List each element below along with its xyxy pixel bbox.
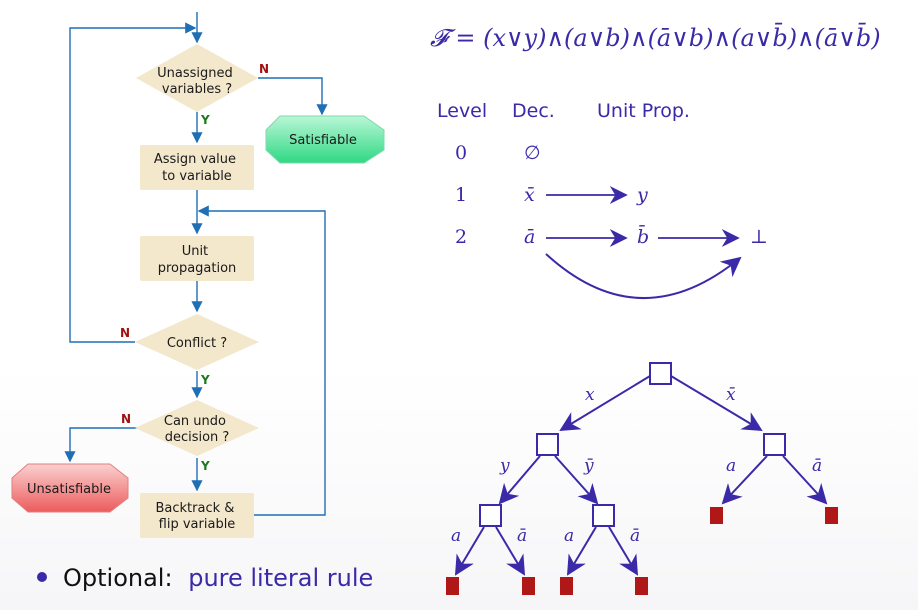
tree-leaves	[446, 507, 838, 595]
tree-leaf-conflict	[825, 507, 838, 524]
tree-edge	[782, 455, 828, 505]
can-undo-label: Can undo decision ?	[164, 414, 230, 445]
level-2: 2	[455, 226, 467, 248]
tree-label: ā	[812, 456, 822, 476]
tree-leaf-conflict	[446, 577, 459, 595]
header-unit-prop: Unit Prop.	[597, 100, 690, 122]
tree-node	[763, 433, 786, 456]
undo-no-arrow	[64, 427, 137, 463]
tree-edge	[566, 526, 597, 576]
tree-leaf-conflict	[635, 577, 648, 595]
unassigned-label: Unassigned variables ?	[157, 66, 237, 97]
header-level: Level	[437, 100, 487, 122]
conflict-diamond	[135, 314, 259, 370]
edge-label-yes: Y	[200, 459, 210, 473]
backtrack-box	[140, 493, 254, 538]
decision-0: ∅	[524, 142, 541, 164]
prop-1-y: y	[636, 184, 648, 206]
tree-edge	[721, 455, 768, 505]
prop-2-b: b̄	[637, 224, 649, 248]
unassigned-diamond	[136, 44, 258, 112]
tree-edge	[608, 526, 639, 576]
tree-edge	[559, 375, 651, 432]
tree-label: x̄	[726, 385, 736, 405]
tree-node-root	[649, 362, 672, 385]
bullet-prefix: Optional:	[63, 564, 173, 592]
tree-node	[536, 433, 559, 456]
satisfiable-terminal	[265, 115, 385, 164]
tree-label: x	[585, 385, 595, 405]
edge-label-yes: Y	[200, 113, 210, 127]
tree-node	[479, 504, 502, 527]
bullet-text: pure literal rule	[188, 564, 373, 592]
decision-1: x̄	[524, 184, 535, 206]
bullet-line: Optional: pure literal rule	[63, 564, 373, 592]
level-0: 0	[455, 142, 467, 164]
assign-label: Assign value to variable	[154, 152, 240, 184]
decision-2: ā	[524, 226, 535, 248]
tree-label: ā	[517, 526, 527, 546]
unsatisfiable-label: Unsatisfiable	[27, 482, 111, 497]
edge-label-yes: Y	[200, 373, 210, 387]
tree-label: a	[451, 526, 461, 546]
backtrack-label: Backtrack & flip variable	[155, 501, 238, 532]
conflict-label: Conflict ?	[167, 336, 227, 351]
tree-nodes	[479, 362, 786, 527]
conflict-curve-arrow	[545, 253, 742, 299]
tree-leaf-conflict	[522, 577, 535, 595]
conflict-no-arrow	[69, 22, 197, 343]
unsatisfiable-terminal	[11, 463, 129, 513]
flowchart	[64, 12, 328, 516]
edge-label-no: N	[120, 326, 130, 340]
header-decision: Dec.	[512, 100, 555, 122]
edge-label-no: N	[121, 412, 131, 426]
tree-label: a	[564, 526, 574, 546]
tree-edges	[454, 375, 828, 576]
tree-node	[592, 504, 615, 527]
tree-label: y	[499, 456, 510, 476]
assign-box	[140, 145, 254, 190]
satisfiable-label: Satisfiable	[289, 133, 357, 148]
tree-label: ȳ	[583, 456, 594, 476]
tree-label: ā	[630, 526, 640, 546]
tree-edge	[498, 455, 541, 505]
unit-prop-box	[140, 236, 254, 281]
unassigned-no-arrow	[258, 77, 328, 116]
tree-edge	[454, 526, 485, 576]
unit-prop-label: Unit propagation	[158, 244, 237, 276]
can-undo-diamond	[135, 400, 259, 456]
formula: 𝓕 = (x∨y)∧(a∨b)∧(ā∨b)∧(a∨b̄)∧(ā∨b̄)	[430, 23, 881, 52]
prop-2-conflict: ⊥	[750, 226, 768, 248]
tree-edge-labels: x x̄ y ȳ a ā a ā a ā	[451, 385, 822, 546]
edge-label-no: N	[259, 62, 269, 76]
backtrack-loop-arrow	[197, 205, 326, 516]
tree-edge	[670, 375, 763, 432]
level-1: 1	[455, 184, 467, 206]
bullet-icon	[37, 572, 47, 582]
tree-edge	[554, 455, 599, 505]
tree-label: a	[726, 456, 736, 476]
tree-leaf-conflict	[710, 507, 723, 524]
tree-leaf-conflict	[560, 577, 573, 595]
tree-edge	[495, 526, 526, 576]
